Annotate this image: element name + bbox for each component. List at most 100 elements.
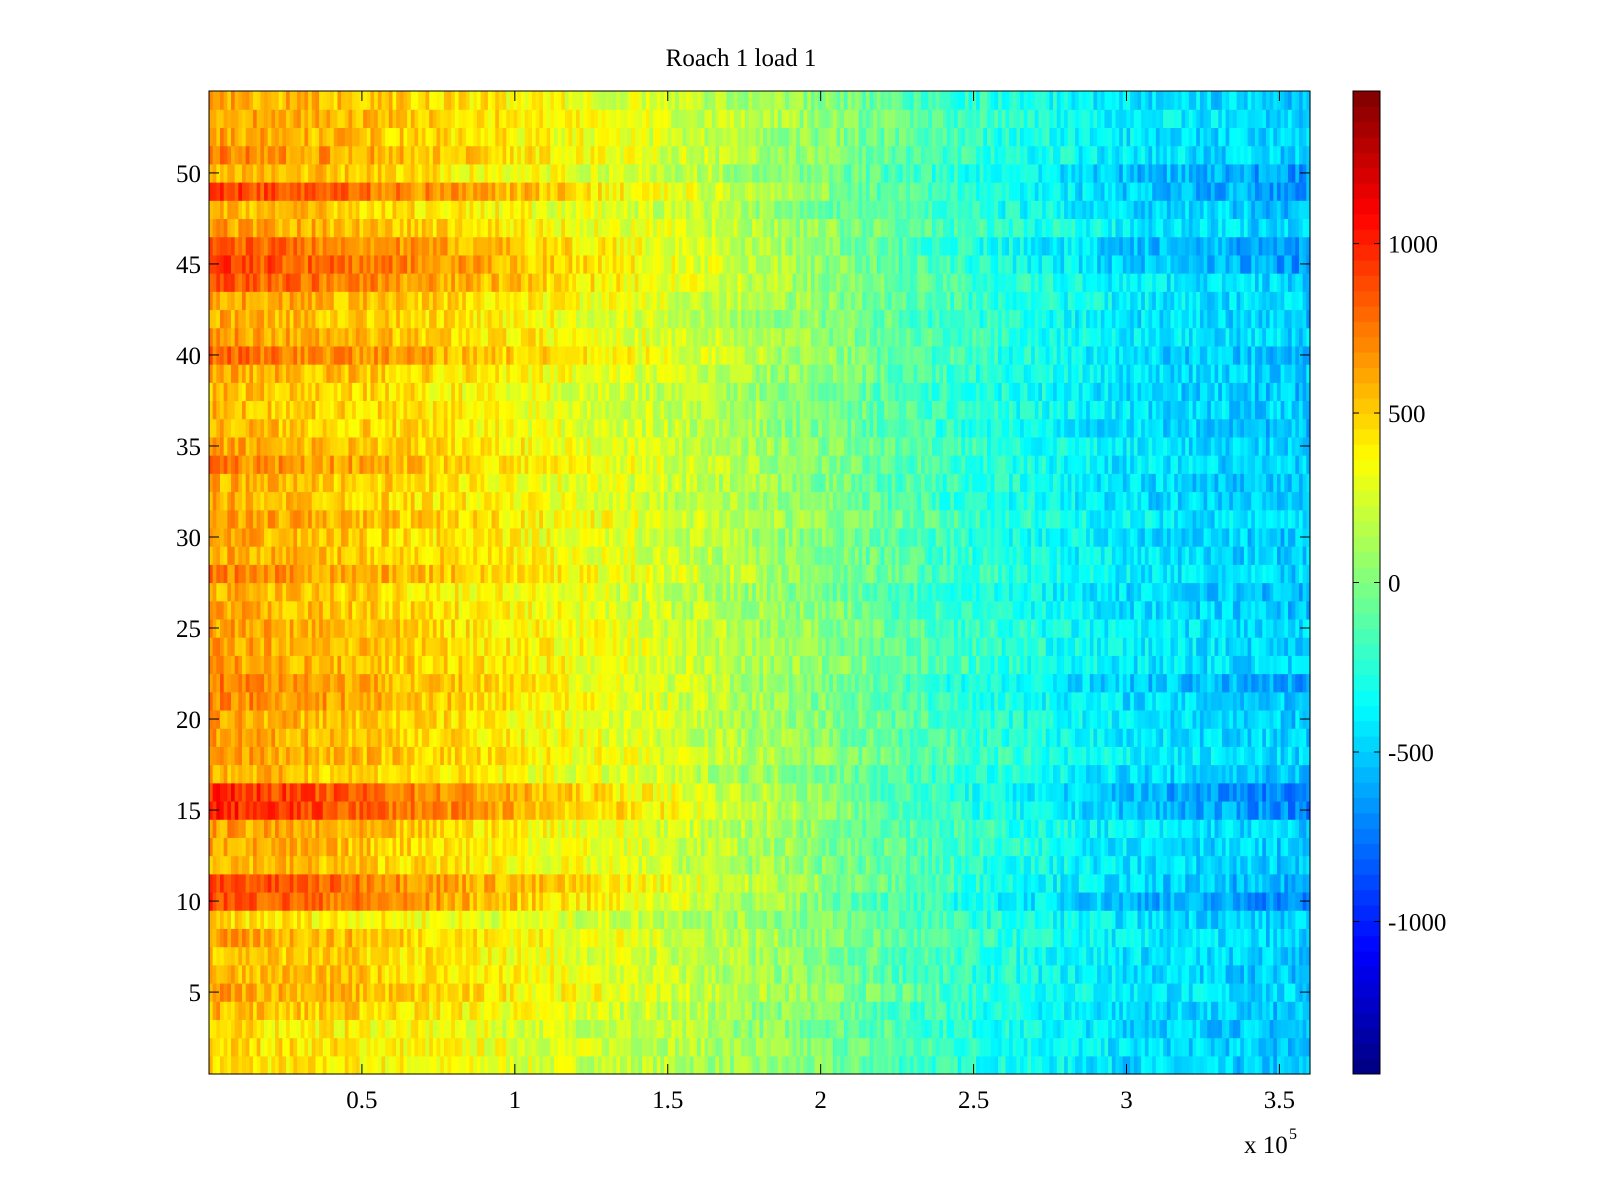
heatmap-cell	[902, 837, 907, 857]
heatmap-cell	[627, 1019, 632, 1039]
heatmap-cell	[1038, 964, 1043, 984]
heatmap-cell	[594, 1037, 599, 1057]
heatmap-cell	[304, 964, 309, 984]
heatmap-cell	[1221, 1037, 1227, 1057]
heatmap-cell	[755, 782, 761, 802]
heatmap-cell	[1064, 1001, 1069, 1020]
heatmap-cell	[1027, 873, 1032, 893]
heatmap-cell	[979, 1001, 984, 1020]
heatmap-cell	[752, 782, 757, 802]
heatmap-cell	[829, 855, 834, 875]
heatmap-cell	[726, 1001, 731, 1020]
heatmap-cell	[722, 819, 728, 838]
heatmap-cell	[1038, 837, 1043, 857]
heatmap-cell	[528, 819, 533, 838]
heatmap-cell	[1078, 837, 1084, 857]
heatmap-cell	[741, 855, 746, 875]
heatmap-cell	[1159, 910, 1164, 929]
heatmap-cell	[803, 1019, 808, 1039]
heatmap-cell	[693, 1019, 698, 1039]
heatmap-cell	[1108, 782, 1113, 802]
heatmap-cell	[785, 946, 790, 966]
heatmap-cell	[234, 1055, 239, 1075]
heatmap-cell	[1137, 910, 1142, 929]
heatmap-cell	[667, 764, 673, 784]
heatmap-cell	[645, 873, 650, 893]
heatmap-cell	[1265, 946, 1271, 966]
heatmap-cell	[407, 837, 412, 857]
heatmap-cell	[583, 1019, 588, 1039]
heatmap-cell	[1071, 837, 1076, 857]
heatmap-cell	[928, 855, 933, 875]
heatmap-cell	[976, 891, 981, 911]
heatmap-cell	[440, 782, 445, 802]
heatmap-cell	[1155, 1001, 1161, 1020]
heatmap-cell	[561, 855, 566, 875]
heatmap-cell	[509, 1001, 515, 1020]
heatmap-cell	[403, 1019, 408, 1039]
heatmap-cell	[253, 946, 258, 966]
heatmap-cell	[561, 1037, 566, 1057]
heatmap-cell	[473, 782, 478, 802]
heatmap-cell	[476, 819, 482, 838]
heatmap-cell	[664, 946, 669, 966]
heatmap-cell	[612, 764, 617, 784]
heatmap-cell	[403, 928, 408, 948]
heatmap-cell	[1104, 982, 1109, 1002]
heatmap-cell	[620, 982, 625, 1002]
heatmap-cell	[847, 800, 852, 820]
heatmap-cell	[1287, 782, 1293, 802]
heatmap-cell	[748, 782, 753, 802]
heatmap-cell	[502, 855, 507, 875]
heatmap-cell	[865, 837, 871, 857]
heatmap-cell	[1005, 1001, 1010, 1020]
heatmap-cell	[403, 891, 408, 911]
heatmap-cell	[1298, 819, 1304, 838]
heatmap-cell	[308, 819, 313, 838]
heatmap-cell	[495, 782, 500, 802]
heatmap-cell	[998, 782, 1003, 802]
heatmap-cell	[473, 855, 478, 875]
heatmap-cell	[359, 928, 364, 948]
heatmap-cell	[550, 928, 555, 948]
heatmap-cell	[491, 946, 496, 966]
heatmap-cell	[829, 800, 834, 820]
heatmap-cell	[286, 873, 291, 893]
heatmap-cell	[568, 873, 573, 893]
heatmap-cell	[1163, 982, 1168, 1002]
heatmap-cell	[1210, 855, 1216, 875]
heatmap-cell	[700, 764, 706, 784]
heatmap-cell	[1115, 1055, 1120, 1075]
heatmap-cell	[884, 964, 889, 984]
heatmap-cell	[1280, 1019, 1285, 1039]
heatmap-cell	[700, 982, 706, 1002]
heatmap-cell	[1181, 782, 1186, 802]
heatmap-cell	[616, 764, 621, 784]
heatmap-cell	[216, 928, 221, 948]
heatmap-cell	[1192, 964, 1197, 984]
heatmap-cell	[539, 946, 544, 966]
heatmap-cell	[770, 928, 775, 948]
heatmap-cell	[458, 1019, 463, 1039]
heatmap-cell	[708, 946, 713, 966]
heatmap-cell	[1115, 1001, 1120, 1020]
heatmap-cell	[465, 1055, 471, 1075]
heatmap-cell	[719, 873, 724, 893]
heatmap-cell	[715, 837, 720, 857]
heatmap-cell	[943, 1055, 948, 1075]
heatmap-cell	[759, 782, 764, 802]
heatmap-cell	[297, 837, 302, 857]
heatmap-cell	[1071, 873, 1076, 893]
heatmap-cell	[1042, 891, 1047, 911]
heatmap-cell	[1082, 964, 1087, 984]
heatmap-cell	[590, 1055, 595, 1075]
heatmap-cell	[634, 837, 639, 857]
heatmap-cell	[396, 800, 401, 820]
heatmap-cell	[656, 928, 662, 948]
heatmap-cell	[1295, 1019, 1300, 1039]
heatmap-cell	[535, 964, 540, 984]
heatmap-cell	[601, 964, 606, 984]
heatmap-cell	[854, 1001, 860, 1020]
heatmap-cell	[1111, 1019, 1117, 1039]
heatmap-cell	[957, 1037, 962, 1057]
